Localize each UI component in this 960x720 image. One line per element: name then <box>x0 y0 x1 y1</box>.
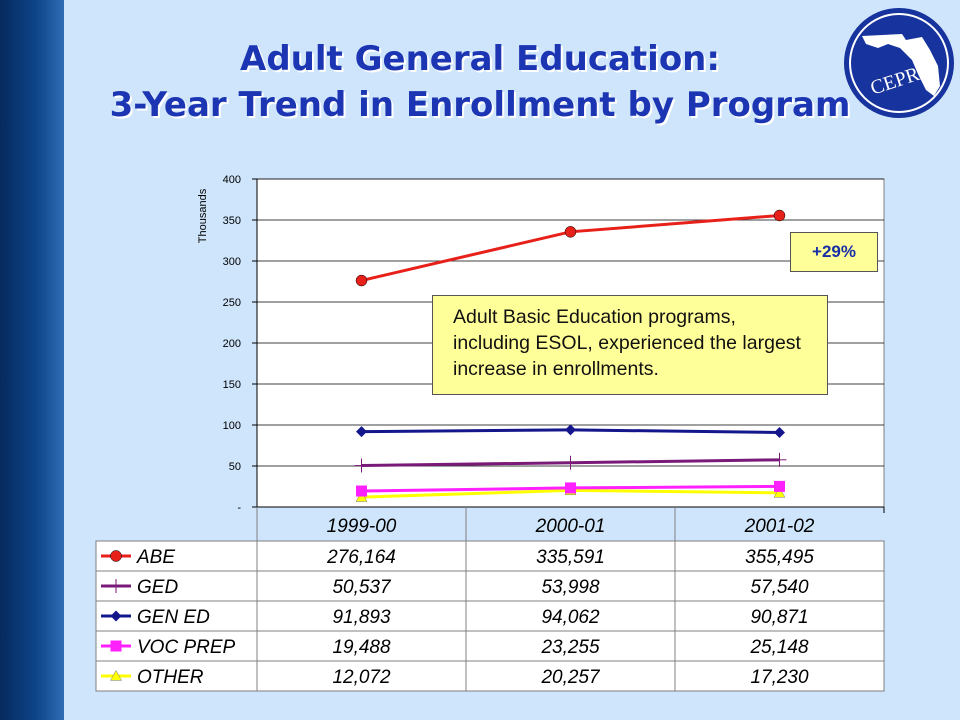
table-cell-voc-prep: 19,488 <box>332 637 391 658</box>
slide-sidebar-band <box>0 0 64 720</box>
slide-title-line2: 3-Year Trend in Enrollment by Program <box>109 85 851 125</box>
cepri-logo: CEPRI <box>844 8 954 118</box>
table-cell-other: 17,230 <box>750 667 809 688</box>
y-tick-label: - <box>237 502 241 514</box>
florida-map-icon <box>862 34 940 96</box>
data-point-abe <box>773 209 786 222</box>
data-point-abe <box>355 274 368 287</box>
x-tick-label: 1999-00 <box>327 516 397 537</box>
table-cell-other: 20,257 <box>540 667 601 688</box>
legend-label-gen-ed: GEN ED <box>137 607 210 628</box>
data-point-abe <box>564 226 577 238</box>
table-cell-gen-ed: 90,871 <box>750 607 808 628</box>
table-cell-abe: 276,164 <box>326 547 396 568</box>
data-point-ged <box>772 452 787 467</box>
legend-marker-gen-ed <box>110 610 122 622</box>
y-tick-label: 300 <box>223 256 241 268</box>
x-tick-label: 2000-01 <box>535 516 606 537</box>
legend-label-ged: GED <box>137 577 178 598</box>
table-cell-gen-ed: 91,893 <box>332 607 391 628</box>
table-cell-gen-ed: 94,062 <box>541 607 600 628</box>
table-cell-abe: 335,591 <box>536 547 605 568</box>
legend-label-abe: ABE <box>136 547 175 568</box>
legend-label-other: OTHER <box>137 667 204 688</box>
logo-ring <box>849 13 949 113</box>
callout-box: Adult Basic Education programs, includin… <box>432 295 828 395</box>
legend-marker-ged <box>109 579 123 593</box>
table-cell-ged: 50,537 <box>332 577 392 598</box>
data-point-ged <box>563 455 578 470</box>
logo-circle <box>844 8 954 118</box>
data-point-gen-ed <box>356 426 367 438</box>
table-cell-other: 12,072 <box>332 667 391 688</box>
table-cell-ged: 53,998 <box>541 577 600 598</box>
slide-title: Adult General Education: 3-Year Trend in… <box>70 36 890 128</box>
data-point-other <box>355 491 368 502</box>
table-cell-voc-prep: 25,148 <box>749 637 809 658</box>
y-tick-label: 350 <box>223 215 241 227</box>
y-tick-label: 100 <box>223 420 241 432</box>
legend-marker-other <box>110 669 122 681</box>
y-tick-label: 50 <box>229 461 241 473</box>
legend-marker-abe <box>110 550 122 562</box>
data-point-voc-prep <box>356 485 367 497</box>
legend-label-voc-prep: VOC PREP <box>137 637 236 658</box>
y-axis-label: Thousands <box>197 188 209 243</box>
percent-badge: +29% <box>790 232 878 272</box>
x-tick-label: 2001-02 <box>744 516 815 537</box>
table-cell-voc-prep: 23,255 <box>540 637 600 658</box>
slide-title-line1: Adult General Education: <box>240 39 720 79</box>
data-point-voc-prep <box>565 482 576 494</box>
data-table <box>95 540 885 692</box>
y-tick-label: 200 <box>223 338 241 350</box>
data-point-voc-prep <box>774 480 785 492</box>
y-tick-label: 250 <box>223 297 241 309</box>
data-point-ged <box>354 458 369 473</box>
y-tick-label: 400 <box>223 174 241 186</box>
data-point-gen-ed <box>774 426 785 438</box>
table-cell-abe: 355,495 <box>745 547 814 568</box>
data-point-gen-ed <box>565 424 576 436</box>
legend-marker-voc-prep <box>110 640 122 652</box>
y-tick-label: 150 <box>223 379 241 391</box>
data-point-other <box>773 486 786 498</box>
table-cell-ged: 57,540 <box>750 577 809 598</box>
